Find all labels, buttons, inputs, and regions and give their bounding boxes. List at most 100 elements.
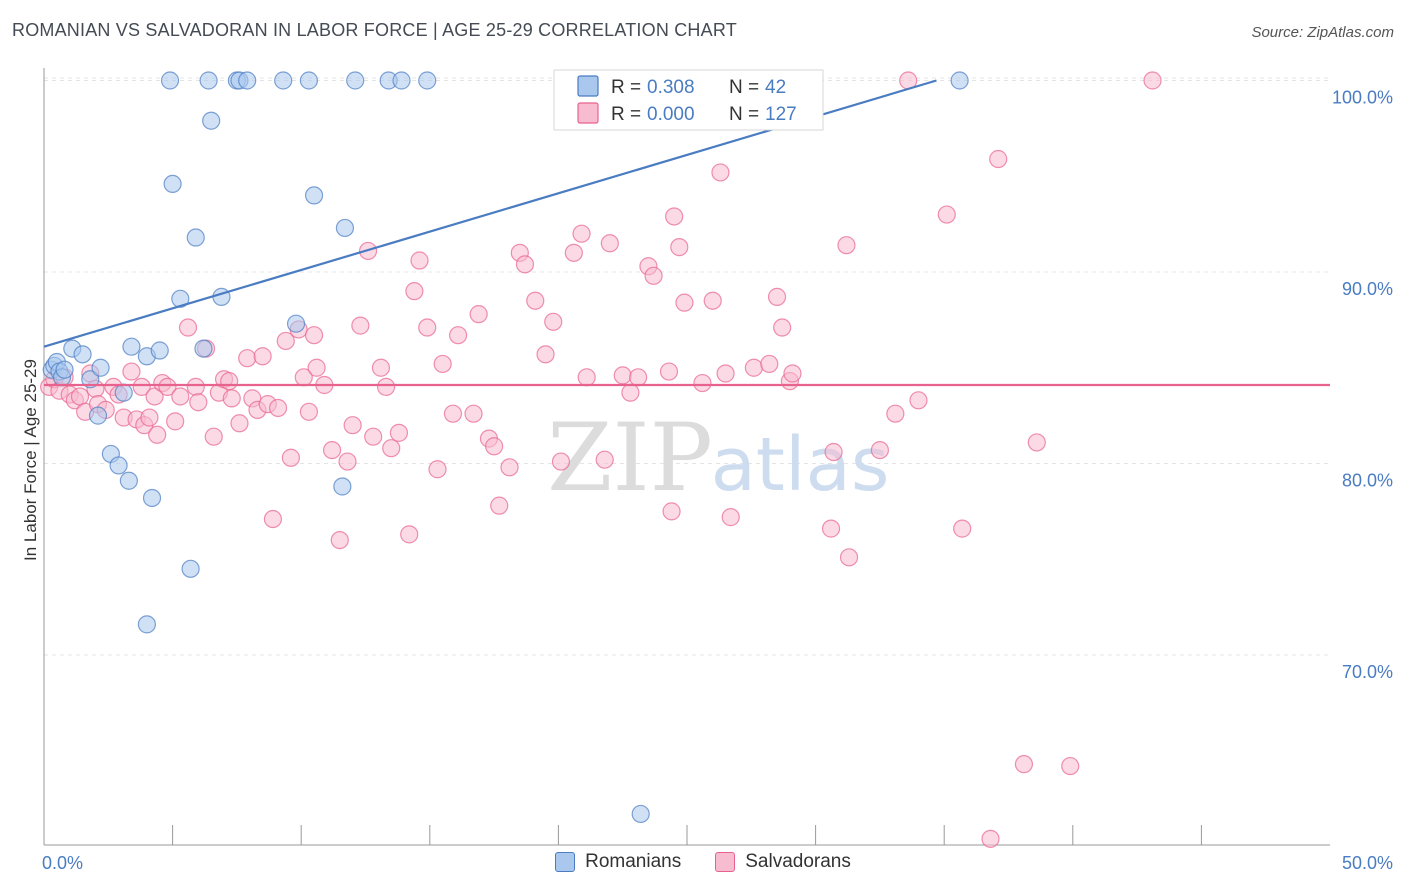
data-point[interactable] (716, 364, 735, 383)
data-point[interactable] (526, 291, 545, 310)
data-point[interactable] (178, 318, 198, 337)
data-point[interactable] (230, 414, 249, 433)
data-point[interactable] (376, 377, 396, 396)
data-point[interactable] (222, 389, 241, 408)
data-point[interactable] (711, 163, 730, 182)
data-point[interactable] (536, 345, 555, 364)
data-point[interactable] (158, 377, 177, 396)
data-point[interactable] (389, 423, 409, 442)
data-point[interactable] (1027, 433, 1046, 452)
data-point[interactable] (55, 360, 74, 379)
data-point[interactable] (621, 383, 640, 402)
data-point[interactable] (989, 149, 1008, 169)
data-point[interactable] (767, 287, 787, 306)
data-point[interactable] (276, 331, 295, 351)
data-point[interactable] (937, 205, 956, 224)
data-point[interactable] (382, 439, 401, 458)
data-point[interactable] (981, 829, 1000, 848)
data-point[interactable] (81, 370, 100, 389)
data-point[interactable] (551, 452, 571, 471)
data-point[interactable] (142, 488, 162, 508)
data-point[interactable] (662, 502, 681, 521)
data-point[interactable] (204, 427, 223, 446)
legend-item-salvadorans[interactable]: Salvadorans (715, 851, 851, 873)
data-point[interactable] (122, 362, 141, 381)
data-point[interactable] (418, 318, 437, 337)
data-point[interactable] (631, 804, 650, 824)
data-point[interactable] (400, 525, 419, 544)
data-point[interactable] (194, 339, 213, 358)
data-point[interactable] (137, 615, 156, 634)
data-point[interactable] (145, 387, 164, 406)
data-point[interactable] (1061, 756, 1080, 776)
data-point[interactable] (346, 71, 365, 90)
data-point[interactable] (171, 289, 190, 308)
data-point[interactable] (253, 347, 272, 366)
data-point[interactable] (163, 174, 182, 194)
data-point[interactable] (199, 71, 218, 90)
data-point[interactable] (405, 282, 424, 301)
data-point[interactable] (595, 450, 614, 469)
data-point[interactable] (675, 293, 694, 312)
legend-item-romanians[interactable]: Romanians (555, 851, 681, 873)
data-point[interactable] (148, 425, 167, 444)
data-point[interactable] (418, 71, 437, 90)
data-point[interactable] (821, 519, 841, 538)
data-point[interactable] (886, 404, 905, 423)
data-point[interactable] (343, 416, 362, 435)
data-point[interactable] (91, 358, 110, 377)
data-point[interactable] (428, 460, 447, 479)
data-point[interactable] (122, 337, 141, 356)
data-point[interactable] (572, 224, 591, 243)
data-point[interactable] (665, 207, 684, 226)
data-point[interactable] (220, 372, 239, 391)
data-point[interactable] (773, 318, 792, 337)
data-point[interactable] (189, 393, 208, 412)
data-point[interactable] (670, 238, 689, 257)
data-point[interactable] (186, 228, 205, 247)
data-point[interactable] (181, 559, 200, 578)
data-point[interactable] (171, 387, 190, 406)
data-point[interactable] (119, 471, 138, 490)
data-point[interactable] (307, 358, 326, 377)
data-point[interactable] (839, 548, 859, 567)
data-point[interactable] (392, 71, 411, 90)
data-point[interactable] (351, 316, 370, 335)
data-point[interactable] (186, 377, 205, 396)
data-point[interactable] (364, 427, 383, 446)
data-point[interactable] (464, 404, 483, 423)
data-point[interactable] (760, 354, 779, 374)
data-point[interactable] (238, 349, 257, 368)
data-point[interactable] (469, 305, 488, 324)
data-point[interactable] (333, 477, 352, 496)
data-point[interactable] (70, 387, 90, 406)
data-point[interactable] (909, 391, 928, 410)
data-point[interactable] (953, 519, 972, 538)
data-point[interactable] (577, 368, 596, 387)
data-point[interactable] (140, 408, 159, 427)
data-point[interactable] (114, 383, 133, 402)
data-point[interactable] (274, 71, 293, 90)
data-point[interactable] (659, 362, 679, 381)
data-point[interactable] (443, 404, 463, 423)
data-point[interactable] (238, 71, 257, 90)
data-point[interactable] (335, 218, 355, 238)
data-point[interactable] (166, 412, 185, 431)
data-point[interactable] (485, 437, 504, 456)
data-point[interactable] (371, 358, 391, 377)
data-point[interactable] (544, 312, 563, 331)
data-point[interactable] (286, 314, 306, 333)
data-point[interactable] (490, 496, 509, 515)
data-point[interactable] (73, 345, 92, 364)
data-point[interactable] (515, 255, 535, 274)
data-point[interactable] (410, 251, 429, 270)
data-point[interactable] (613, 366, 632, 385)
data-point[interactable] (564, 243, 583, 262)
data-point[interactable] (448, 326, 468, 345)
data-point[interactable] (132, 377, 151, 396)
data-point[interactable] (330, 530, 349, 550)
data-point[interactable] (299, 71, 319, 90)
data-point[interactable] (281, 448, 301, 467)
data-point[interactable] (88, 406, 108, 425)
data-point[interactable] (160, 71, 180, 90)
